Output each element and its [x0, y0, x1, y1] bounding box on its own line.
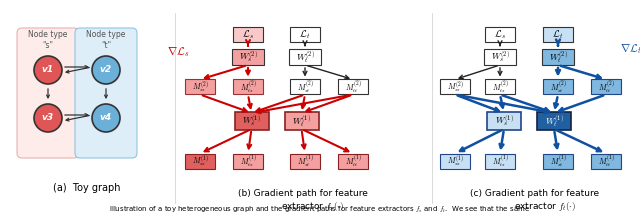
Text: $W_t^{(1)}$: $W_t^{(1)}$	[292, 113, 311, 129]
Circle shape	[92, 56, 120, 84]
Text: $\mathcal{L}_s$: $\mathcal{L}_s$	[494, 29, 506, 41]
Text: Node type
"s": Node type "s"	[28, 30, 68, 50]
Text: $W_t^{(2)}$: $W_t^{(2)}$	[296, 49, 314, 65]
Text: $M_{ss}^{(2)}$: $M_{ss}^{(2)}$	[191, 80, 209, 94]
Text: v3: v3	[42, 114, 54, 123]
FancyBboxPatch shape	[233, 80, 263, 94]
FancyBboxPatch shape	[234, 112, 269, 130]
FancyBboxPatch shape	[233, 27, 263, 43]
Text: $M_{tt}^{(1)}$: $M_{tt}^{(1)}$	[344, 153, 362, 169]
Text: $M_{tt}^{(1)}$: $M_{tt}^{(1)}$	[598, 153, 614, 169]
Text: $W_s^{(2)}$: $W_s^{(2)}$	[490, 49, 509, 65]
FancyBboxPatch shape	[232, 49, 264, 65]
Circle shape	[92, 104, 120, 132]
FancyBboxPatch shape	[285, 112, 319, 130]
FancyBboxPatch shape	[543, 27, 573, 43]
Text: $W_t^{(2)}$: $W_t^{(2)}$	[548, 49, 568, 65]
FancyBboxPatch shape	[290, 80, 320, 94]
Text: (b) Gradient path for feature
       extractor $f_s(\cdot)$: (b) Gradient path for feature extractor …	[237, 189, 367, 213]
Text: v1: v1	[42, 65, 54, 75]
FancyBboxPatch shape	[233, 153, 263, 169]
Text: v4: v4	[100, 114, 112, 123]
Text: $M_{ss}^{(2)}$: $M_{ss}^{(2)}$	[447, 80, 463, 94]
Text: $W_t^{(1)}$: $W_t^{(1)}$	[545, 113, 563, 129]
FancyBboxPatch shape	[185, 153, 215, 169]
Text: $W_s^{(2)}$: $W_s^{(2)}$	[239, 49, 257, 65]
FancyBboxPatch shape	[440, 153, 470, 169]
Text: Illustration of a toy heterogeneous graph and the gradient paths for feature ext: Illustration of a toy heterogeneous grap…	[109, 205, 531, 215]
FancyBboxPatch shape	[485, 80, 515, 94]
Text: $M_{ts}^{(1)}$: $M_{ts}^{(1)}$	[239, 153, 257, 169]
Text: $M_{ss}^{(1)}$: $M_{ss}^{(1)}$	[191, 154, 209, 168]
Text: $M_{tt}^{(2)}$: $M_{tt}^{(2)}$	[598, 79, 614, 95]
FancyBboxPatch shape	[591, 80, 621, 94]
Circle shape	[34, 104, 62, 132]
FancyBboxPatch shape	[289, 49, 321, 65]
Circle shape	[34, 56, 62, 84]
Text: (a)  Toy graph: (a) Toy graph	[53, 183, 121, 193]
FancyBboxPatch shape	[440, 80, 470, 94]
Text: $M_{st}^{(2)}$: $M_{st}^{(2)}$	[550, 79, 566, 95]
FancyBboxPatch shape	[75, 28, 137, 158]
Text: $M_{ts}^{(2)}$: $M_{ts}^{(2)}$	[239, 79, 257, 95]
FancyBboxPatch shape	[542, 49, 574, 65]
FancyBboxPatch shape	[17, 28, 79, 158]
FancyBboxPatch shape	[543, 80, 573, 94]
Text: Node type
"t": Node type "t"	[86, 30, 125, 50]
FancyBboxPatch shape	[338, 80, 368, 94]
Text: $W_s^{(1)}$: $W_s^{(1)}$	[242, 114, 261, 128]
FancyBboxPatch shape	[290, 27, 320, 43]
FancyBboxPatch shape	[185, 80, 215, 94]
FancyBboxPatch shape	[484, 49, 516, 65]
Text: $M_{ts}^{(1)}$: $M_{ts}^{(1)}$	[492, 153, 508, 169]
Text: $\nabla\mathcal{L}_t$: $\nabla\mathcal{L}_t$	[620, 42, 640, 56]
FancyBboxPatch shape	[290, 153, 320, 169]
Text: $M_{st}^{(2)}$: $M_{st}^{(2)}$	[296, 79, 314, 95]
Text: $M_{tt}^{(2)}$: $M_{tt}^{(2)}$	[344, 79, 362, 95]
FancyBboxPatch shape	[485, 27, 515, 43]
Text: $M_{st}^{(1)}$: $M_{st}^{(1)}$	[296, 153, 314, 169]
FancyBboxPatch shape	[591, 153, 621, 169]
FancyBboxPatch shape	[485, 153, 515, 169]
FancyBboxPatch shape	[338, 153, 368, 169]
FancyBboxPatch shape	[543, 153, 573, 169]
Text: $\mathcal{L}_t$: $\mathcal{L}_t$	[552, 29, 564, 41]
Text: $M_{st}^{(1)}$: $M_{st}^{(1)}$	[550, 153, 566, 169]
Text: $M_{ss}^{(1)}$: $M_{ss}^{(1)}$	[447, 154, 463, 168]
FancyBboxPatch shape	[537, 112, 571, 130]
Text: $W_s^{(1)}$: $W_s^{(1)}$	[495, 114, 513, 128]
Text: $M_{ts}^{(2)}$: $M_{ts}^{(2)}$	[492, 79, 508, 95]
Text: $\mathcal{L}_s$: $\mathcal{L}_s$	[242, 29, 254, 41]
Text: $\mathcal{L}_t$: $\mathcal{L}_t$	[300, 29, 310, 41]
Text: v2: v2	[100, 65, 112, 75]
Text: (c) Gradient path for feature
       extractor $f_t(\cdot)$: (c) Gradient path for feature extractor …	[470, 189, 600, 213]
Text: $\nabla\mathcal{L}_s$: $\nabla\mathcal{L}_s$	[166, 45, 189, 59]
FancyBboxPatch shape	[487, 112, 521, 130]
